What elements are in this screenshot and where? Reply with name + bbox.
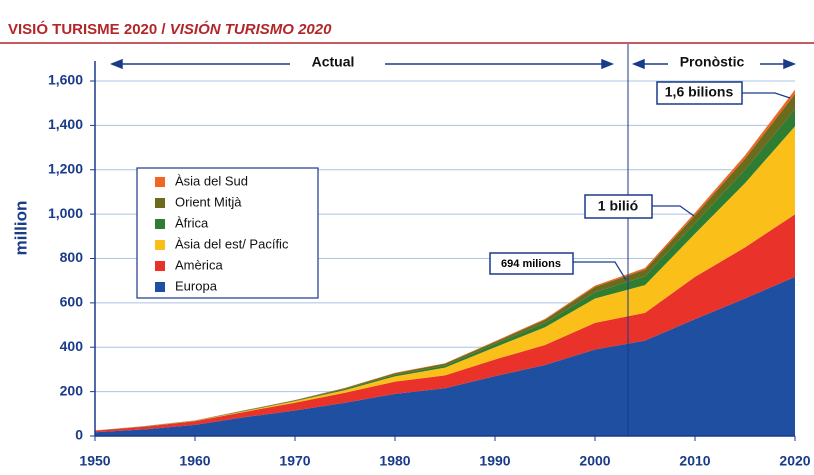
y-axis-label: million xyxy=(11,201,30,256)
legend-label: Àsia del est/ Pacífic xyxy=(175,236,289,251)
title-part: VISIÓ TURISME 2020 / xyxy=(8,20,166,38)
callout-leaders xyxy=(573,92,791,281)
legend-label: Àfrica xyxy=(175,215,209,230)
y-tick-label: 1,400 xyxy=(48,116,83,132)
annotation: Actual xyxy=(312,54,355,70)
x-tick-label: 1950 xyxy=(79,453,110,469)
legend-swatch xyxy=(155,198,165,208)
legend-label: Europa xyxy=(175,278,218,293)
annotation: 1,6 bilions xyxy=(665,84,734,100)
callout-box xyxy=(584,194,653,219)
area-series xyxy=(95,276,795,436)
legend-label: Àsia del Sud xyxy=(175,173,248,188)
y-tick-label: 1,600 xyxy=(48,72,83,88)
subtitle-part: VISIÓN TURISMO 2020 xyxy=(170,20,332,38)
annotation: 1 bilió xyxy=(598,198,638,214)
callout-box xyxy=(489,252,574,275)
area-series xyxy=(95,109,795,431)
annotation: 694 milions xyxy=(501,258,561,270)
annotation: Pronòstic xyxy=(680,54,745,70)
legend-swatch xyxy=(155,219,165,229)
y-tick-label: 600 xyxy=(60,294,84,310)
x-tick-label: 1960 xyxy=(179,453,210,469)
legend: Europa Amèrica Àsia del est/ Pacífic Àfrica… xyxy=(155,173,289,293)
area-series xyxy=(95,126,795,431)
chart-title: VISIÓ TURISME 2020 / VISIÓN TURISMO 2020 xyxy=(8,20,332,38)
y-tick-label: 200 xyxy=(60,382,84,398)
x-tick-label: 1970 xyxy=(279,453,310,469)
areas xyxy=(95,89,795,436)
area-series xyxy=(95,93,795,431)
arrow-head xyxy=(109,58,123,70)
leader xyxy=(742,92,791,99)
x-tick-label: 2010 xyxy=(679,453,710,469)
callout-box xyxy=(656,81,743,105)
arrow-head xyxy=(783,58,797,70)
legend-swatch xyxy=(155,240,165,250)
arrow-head xyxy=(631,58,645,70)
leader xyxy=(652,205,695,217)
legend-swatch xyxy=(155,261,165,271)
y-tick-label: 800 xyxy=(60,249,84,265)
y-tick-label: 0 xyxy=(75,427,83,443)
leader xyxy=(573,261,627,281)
x-tick-label: 2020 xyxy=(779,453,810,469)
x-tick-label: 2000 xyxy=(579,453,610,469)
legend-swatch xyxy=(155,177,165,187)
arrow-head xyxy=(601,58,615,70)
area-series xyxy=(95,214,795,433)
y-tick-label: 1,200 xyxy=(48,160,83,176)
period-arrows xyxy=(109,58,797,70)
x-tick-label: 1980 xyxy=(379,453,410,469)
legend-label: Amèrica xyxy=(175,257,223,272)
y-tick-label: 1,000 xyxy=(48,205,83,221)
y-tick-label: 400 xyxy=(60,338,84,354)
legend-swatch xyxy=(155,282,165,292)
legend-label: Orient Mitjà xyxy=(175,194,242,209)
axes: 0 200 400 600 800 1,000 1,200 1,400 1,600 1950 196… xyxy=(48,61,811,469)
legend-box xyxy=(136,167,319,299)
x-tick-label: 1990 xyxy=(479,453,510,469)
